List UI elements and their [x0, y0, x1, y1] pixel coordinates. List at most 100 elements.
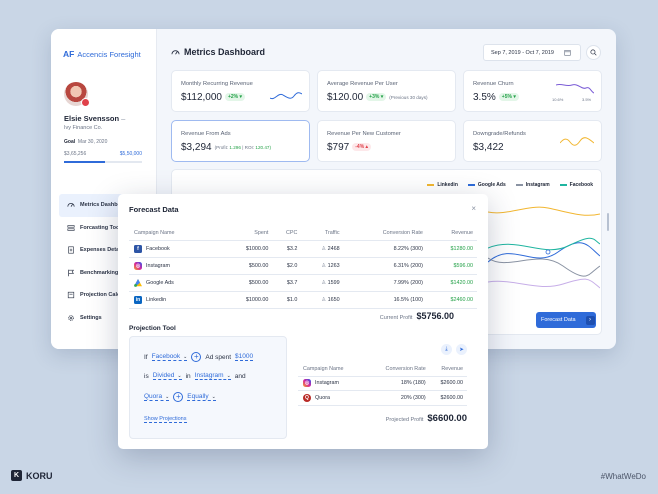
platform-select[interactable]: Facebook ⌄ [151, 353, 188, 361]
footer-hashtag: #WhatWeDo [600, 472, 646, 481]
date-range-picker[interactable]: Sep 7, 2019 - Oct 7, 2019 [483, 44, 581, 61]
series-marker [545, 249, 551, 255]
projection-builder: If Facebook ⌄ + Ad spent $1000 is Divided… [129, 336, 287, 439]
user-menu-icon[interactable]: – [121, 114, 126, 123]
current-profit: Current Profit $5756.00 [379, 311, 454, 321]
forecast-data-button[interactable]: Forecast Data › [536, 312, 596, 328]
goal-progress-bar [64, 161, 142, 163]
table-row[interactable]: Google Ads $500.00 $3.7 ♙ 1599 7.99% (200… [129, 274, 477, 293]
forecast-data-modal: Forecast Data × Campaign Name Spent CPC … [118, 194, 488, 449]
table-row[interactable]: ◎ Instagram 18% (180) $2600.00 [298, 376, 467, 391]
card-downgrade-refunds[interactable]: Downgrade/Refunds $3,422 [463, 120, 602, 162]
series-instagram-line [488, 257, 600, 277]
table-row[interactable]: ◎ Instagram $500.00 $2.0 ♙ 1263 6.31% (200… [129, 257, 477, 275]
user-icon: ♙ [321, 279, 327, 286]
receipt-icon [68, 246, 74, 254]
modal-title: Forecast Data [129, 205, 179, 214]
date-range-text: Sep 7, 2019 - Oct 7, 2019 [491, 49, 554, 56]
projected-profit: Projected Profit $6600.00 [385, 413, 467, 424]
sparkline [270, 92, 302, 100]
table-row[interactable]: in Linkedin $1000.00 $1.0 ♙ 1650 16.5% (10… [129, 291, 477, 310]
instagram-icon: ◎ [303, 379, 311, 388]
sidebar-item-benchmarking[interactable]: Benchmarking [59, 262, 157, 285]
chevron-down-icon: ⌄ [226, 372, 231, 379]
legend-google-ads[interactable]: Google Ads [467, 182, 506, 188]
legend-instagram[interactable]: Instagram [515, 182, 550, 188]
table-row[interactable]: Q Quora 20% (300) $2600.00 [298, 390, 467, 406]
legend-linkedin[interactable]: Linkedin [427, 182, 458, 188]
flag-icon [68, 269, 75, 276]
card-revenue-churn[interactable]: Revenue Churn 3.5% +5% ▾ 10.6% 3.5% [463, 70, 602, 112]
target-platform-select[interactable]: Instagram ⌄ [194, 372, 231, 380]
forecast-table: Campaign Name Spent CPC Traffic Conversi… [129, 226, 477, 310]
footer-brand: K KORU [11, 470, 53, 481]
user-icon: ♙ [321, 297, 327, 304]
churn-mini-b: 3.5% [582, 97, 592, 102]
status-badge: -4% ▴ [352, 143, 372, 152]
koru-logo-icon: K [11, 470, 22, 481]
churn-mini-a: 10.6% [552, 97, 564, 102]
series-linkedin-line [488, 206, 600, 216]
share-icon[interactable]: ➤ [456, 344, 467, 355]
show-projections-link[interactable]: Show Projections [144, 416, 187, 423]
brand-name: Accencis Foresight [77, 49, 141, 59]
arrow-right-icon: › [585, 315, 595, 325]
card-mrr[interactable]: Monthly Recurring Revenue $112,000 +2% ▾ [171, 70, 310, 112]
close-icon[interactable]: × [471, 204, 476, 213]
ad-spent-input[interactable]: $1000 [235, 353, 254, 361]
sidebar-item-settings[interactable]: Settings [59, 307, 157, 330]
avatar[interactable] [64, 82, 90, 107]
linkedin-icon: in [134, 296, 142, 305]
card-arpu[interactable]: Average Revenue Per User $120.00 +3% ▾ (Pr… [317, 70, 456, 112]
goal-current: $3,65,256 [64, 151, 87, 157]
card-revenue-per-new-customer[interactable]: Revenue Per New Customer $797 -4% ▴ [317, 120, 456, 162]
download-icon[interactable]: ⤓ [441, 344, 452, 355]
add-target-button[interactable]: + [173, 392, 184, 402]
second-target-select[interactable]: Quora ⌄ [144, 393, 170, 401]
series-instagram-line-2 [488, 278, 600, 289]
goal-target: $5,50,000 [119, 151, 142, 157]
status-badge: +2% ▾ [224, 93, 246, 102]
sidebar-item-expenses-details[interactable]: Expenses Details [59, 239, 157, 262]
legend-facebook[interactable]: Facebook [559, 182, 593, 188]
table-header: Campaign Name Spent CPC Traffic Conversi… [129, 226, 477, 241]
brand-logo: AF [63, 49, 75, 59]
brand[interactable]: AF Accencis Foresight [63, 49, 141, 59]
sparkline [556, 83, 594, 94]
operation-select[interactable]: Divided ⌄ [152, 372, 182, 380]
chevron-down-icon: ⌄ [165, 393, 170, 400]
status-badge: +3% ▾ [366, 93, 387, 102]
gauge-icon [171, 49, 180, 55]
gauge-icon [67, 203, 75, 208]
chevron-down-icon: ⌄ [211, 393, 216, 400]
search-button[interactable] [586, 45, 601, 60]
distribution-select[interactable]: Equally ⌄ [187, 393, 216, 401]
series-facebook-line [488, 237, 600, 251]
instagram-icon: ◎ [134, 261, 142, 270]
quora-icon: Q [303, 393, 311, 402]
table-row[interactable]: f Facebook $1000.00 $3.2 ♙ 2468 8.22% (300… [129, 240, 477, 258]
user-icon: ♙ [321, 245, 327, 252]
sidebar: AF Accencis Foresight Elsie Svensson – I… [51, 29, 157, 349]
scrollbar[interactable] [607, 213, 609, 231]
goal-label: Goal Mar 30, 2020 [64, 139, 108, 145]
gear-icon [68, 314, 74, 321]
notification-dot [81, 98, 90, 107]
add-condition-button[interactable]: + [191, 352, 202, 362]
calendar-icon [564, 50, 571, 56]
card-revenue-from-ads[interactable]: Revenue From Ads $3,294 (Profit: 1.296 | … [171, 120, 310, 162]
status-badge: +5% ▾ [498, 93, 519, 102]
google-icon [134, 278, 142, 287]
search-icon [590, 49, 597, 56]
page-title: Metrics Dashboard [171, 47, 265, 57]
sidebar-item-forcasting-tools[interactable]: Forcasting Tools [59, 217, 157, 240]
user-company: Ivy Finance Co. [64, 125, 103, 131]
user-name[interactable]: Elsie Svensson – [64, 114, 126, 123]
sidebar-item-projection-calculator[interactable]: Projection Calculator [59, 284, 157, 307]
series-google-ads-line [488, 242, 600, 263]
line-chart [488, 206, 600, 289]
sparkline [560, 137, 594, 146]
goal-progress-fill [64, 161, 105, 163]
layers-icon [67, 225, 75, 231]
projection-results: ⤓ ➤ Campaign Name Conversion Rate Revenu… [288, 336, 477, 439]
